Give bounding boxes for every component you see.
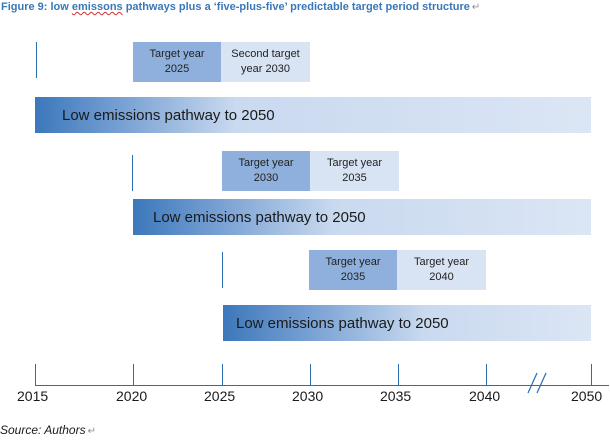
target-box-row2-a: Target year 2030 (222, 151, 310, 191)
target-box-row3-a: Target year 2035 (309, 250, 397, 290)
source-note: Source: Authors ↵ (0, 423, 96, 437)
tick-label-2030: 2030 (292, 388, 324, 404)
tick-label-2025: 2025 (204, 388, 236, 404)
tick-label-2050: 2050 (571, 388, 603, 404)
target-box-row3-b: Target year 2040 (397, 250, 486, 290)
title-misspelled-word: emissons (71, 1, 123, 13)
source-text: Source: Authors (0, 423, 86, 437)
tick-label-2020: 2020 (116, 388, 148, 404)
tick-2030 (310, 364, 311, 385)
pathway-bar-row1: Low emissions pathway to 2050 (35, 97, 591, 133)
tick-label-2040: 2040 (469, 388, 501, 404)
target-box-row1-b: Second target year 2030 (221, 42, 310, 82)
target-year: 2030 (253, 172, 279, 184)
title-prefix: Figure 9: low (1, 1, 72, 13)
tick-label-2035: 2035 (380, 388, 412, 404)
target-label: Target year (413, 256, 470, 268)
target-box-row1-a: Target year 2025 (133, 42, 221, 82)
title-suffix: pathways plus a ‘five-plus-five’ predict… (122, 1, 470, 13)
tick-2040 (486, 364, 487, 385)
target-year: year 2030 (241, 63, 290, 75)
target-label: Target year (149, 48, 205, 60)
tick-2020 (133, 364, 134, 385)
pathway-label: Low emissions pathway to 2050 (62, 106, 275, 124)
target-year: 2035 (342, 172, 367, 184)
target-label: Target year (326, 157, 383, 169)
start-marker-2020 (132, 155, 133, 191)
target-year: 2040 (429, 271, 454, 283)
pathway-label: Low emissions pathway to 2050 (236, 314, 449, 332)
start-marker-2025 (222, 252, 223, 288)
target-label: Second target (231, 48, 300, 60)
target-label: Target year (325, 256, 381, 268)
target-label: Target year (238, 157, 294, 169)
pathway-bar-row2: Low emissions pathway to 2050 (133, 199, 591, 235)
start-marker-2015 (36, 42, 37, 78)
target-year: 2025 (164, 63, 190, 75)
pathway-label: Low emissions pathway to 2050 (153, 208, 366, 226)
tick-label-2015: 2015 (17, 388, 49, 404)
target-box-row2-b: Target year 2035 (310, 151, 399, 191)
paragraph-mark-icon: ↵ (87, 426, 96, 437)
figure-title: Figure 9: low emissons pathways plus a ‘… (1, 1, 606, 17)
timeline-axis (35, 385, 609, 386)
paragraph-mark-icon: ↵ (471, 2, 481, 13)
tick-2050 (591, 364, 592, 385)
axis-break-icon (527, 372, 547, 394)
pathway-bar-row3: Low emissions pathway to 2050 (223, 305, 591, 341)
tick-2025 (222, 364, 223, 385)
tick-2035 (398, 364, 399, 385)
target-year: 2035 (340, 271, 366, 283)
tick-2015 (35, 364, 36, 385)
